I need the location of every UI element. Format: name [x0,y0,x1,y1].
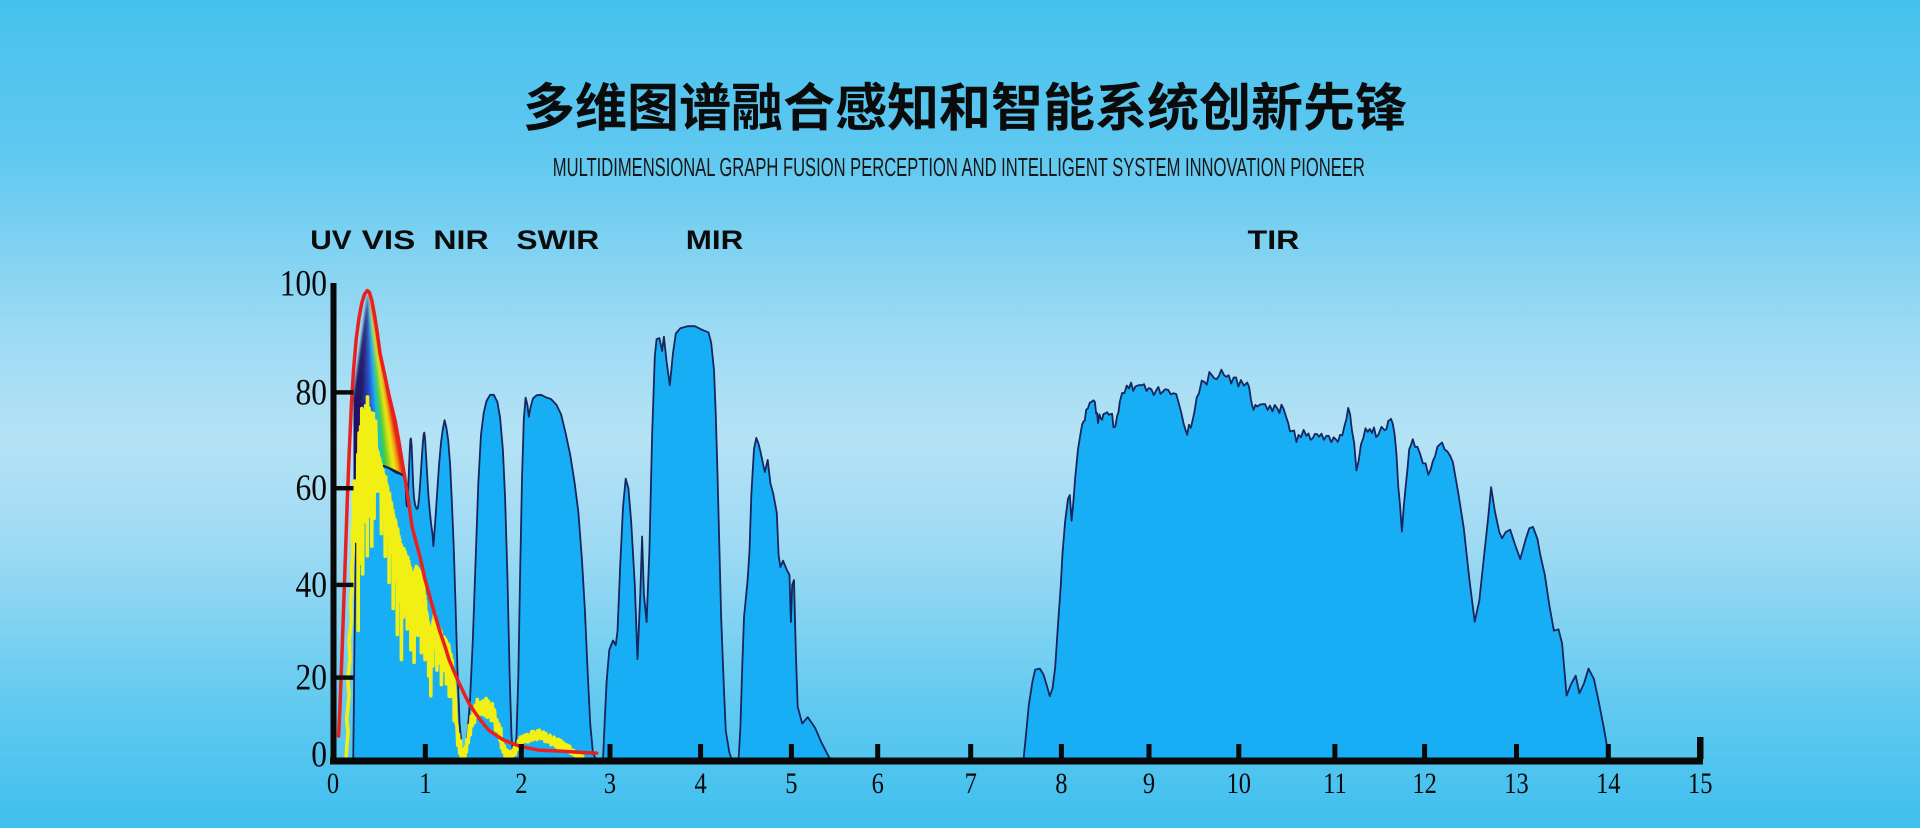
svg-text:TIR: TIR [1248,225,1300,255]
svg-text:1: 1 [419,767,431,800]
svg-text:13: 13 [1504,767,1528,800]
svg-text:14: 14 [1596,767,1621,800]
svg-text:10: 10 [1227,767,1251,800]
svg-text:VIS: VIS [362,225,416,255]
svg-text:6: 6 [872,767,884,800]
svg-text:2: 2 [515,767,527,800]
svg-text:4: 4 [694,767,707,800]
svg-text:9: 9 [1143,767,1155,800]
svg-text:60: 60 [295,469,327,509]
svg-text:SWIR: SWIR [516,225,599,255]
svg-text:80: 80 [295,373,327,413]
svg-text:0: 0 [311,735,327,775]
svg-text:3: 3 [604,767,616,800]
svg-text:NIR: NIR [433,225,488,255]
svg-text:12: 12 [1412,767,1436,800]
svg-text:0: 0 [327,767,339,800]
svg-text:8: 8 [1055,767,1067,800]
svg-text:11: 11 [1323,767,1347,800]
svg-text:MIR: MIR [686,225,744,255]
svg-text:40: 40 [295,566,327,606]
svg-text:UV: UV [310,225,352,255]
svg-text:MULTIDIMENSIONAL GRAPH FUSION: MULTIDIMENSIONAL GRAPH FUSION PERCEPTION… [553,152,1365,182]
svg-text:20: 20 [295,659,327,699]
svg-text:15: 15 [1688,767,1712,800]
svg-text:100: 100 [280,264,327,304]
svg-text:7: 7 [965,767,977,800]
svg-text:5: 5 [785,767,797,800]
